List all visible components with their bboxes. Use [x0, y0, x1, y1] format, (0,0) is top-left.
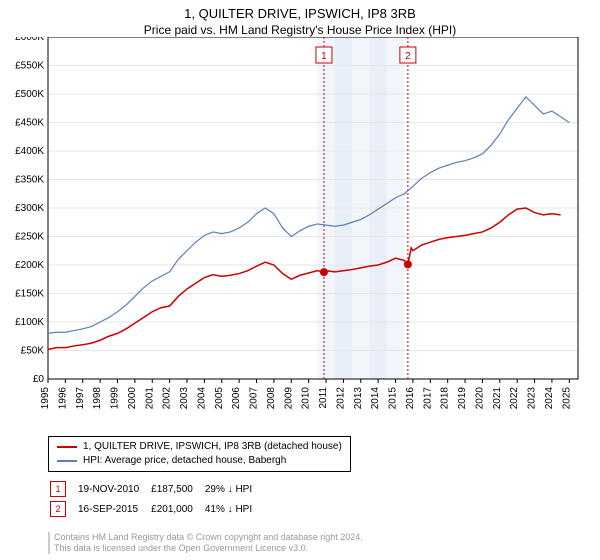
legend-label-1: 1, QUILTER DRIVE, IPSWICH, IP8 3RB (deta… — [83, 440, 342, 454]
table-row: 2 16-SEP-2015 £201,000 41% ↓ HPI — [50, 500, 262, 518]
chart-subtitle: Price paid vs. HM Land Registry's House … — [0, 23, 600, 37]
svg-text:2005: 2005 — [214, 387, 225, 410]
legend-item-price-paid: 1, QUILTER DRIVE, IPSWICH, IP8 3RB (deta… — [57, 440, 342, 454]
svg-text:1: 1 — [321, 51, 327, 62]
svg-text:1995: 1995 — [40, 387, 51, 410]
legend-swatch-1 — [57, 446, 77, 448]
svg-text:£350K: £350K — [15, 175, 44, 186]
chart-title: 1, QUILTER DRIVE, IPSWICH, IP8 3RB — [0, 0, 600, 21]
transaction-price-1: £187,500 — [151, 480, 203, 498]
svg-text:1998: 1998 — [92, 387, 103, 410]
transaction-date-1: 19-NOV-2010 — [78, 480, 149, 498]
svg-text:£0: £0 — [33, 374, 45, 385]
svg-text:2: 2 — [405, 51, 411, 62]
legend-item-hpi: HPI: Average price, detached house, Babe… — [57, 454, 342, 468]
transaction-diff-1: 29% ↓ HPI — [205, 480, 262, 498]
svg-text:£150K: £150K — [15, 289, 44, 300]
svg-text:£300K: £300K — [15, 203, 44, 214]
legend-swatch-2 — [57, 460, 77, 462]
table-row: 1 19-NOV-2010 £187,500 29% ↓ HPI — [50, 480, 262, 498]
svg-text:£600K: £600K — [15, 37, 44, 43]
transaction-price-2: £201,000 — [151, 500, 203, 518]
svg-text:£250K: £250K — [15, 232, 44, 243]
legend-label-2: HPI: Average price, detached house, Babe… — [83, 454, 286, 468]
svg-text:2004: 2004 — [196, 387, 207, 410]
svg-text:2022: 2022 — [509, 387, 520, 410]
svg-text:2008: 2008 — [266, 387, 277, 410]
svg-text:2019: 2019 — [457, 387, 468, 410]
svg-text:2020: 2020 — [474, 387, 485, 410]
svg-text:£500K: £500K — [15, 89, 44, 100]
svg-text:2002: 2002 — [162, 387, 173, 410]
footnote-line-1: Contains HM Land Registry data © Crown c… — [54, 532, 363, 543]
svg-text:2006: 2006 — [231, 387, 242, 410]
footnote: Contains HM Land Registry data © Crown c… — [48, 532, 363, 554]
svg-text:2025: 2025 — [561, 387, 572, 410]
svg-text:2018: 2018 — [440, 387, 451, 410]
transaction-marker-1: 1 — [50, 481, 66, 497]
svg-text:2012: 2012 — [335, 387, 346, 410]
svg-text:1999: 1999 — [110, 387, 121, 410]
legend: 1, QUILTER DRIVE, IPSWICH, IP8 3RB (deta… — [48, 436, 351, 472]
svg-text:2017: 2017 — [422, 387, 433, 410]
svg-text:2001: 2001 — [144, 387, 155, 410]
svg-text:2021: 2021 — [492, 387, 503, 410]
transaction-table: 1 19-NOV-2010 £187,500 29% ↓ HPI 2 16-SE… — [48, 478, 264, 520]
svg-text:£100K: £100K — [15, 317, 44, 328]
footnote-line-2: This data is licensed under the Open Gov… — [54, 543, 363, 554]
svg-text:2024: 2024 — [544, 387, 555, 410]
svg-text:2009: 2009 — [283, 387, 294, 410]
transaction-marker-2: 2 — [50, 501, 66, 517]
svg-text:£550K: £550K — [15, 61, 44, 72]
svg-text:2000: 2000 — [127, 387, 138, 410]
transaction-diff-2: 41% ↓ HPI — [205, 500, 262, 518]
chart-container: 1, QUILTER DRIVE, IPSWICH, IP8 3RB Price… — [0, 0, 600, 560]
line-chart: £0 £50K £100K £150K £200K £250K £300K £350K £400… — [0, 37, 600, 417]
svg-text:£450K: £450K — [15, 118, 44, 129]
svg-text:1997: 1997 — [75, 387, 86, 410]
svg-text:2023: 2023 — [527, 387, 538, 410]
svg-text:2016: 2016 — [405, 387, 416, 410]
transaction-date-2: 16-SEP-2015 — [78, 500, 149, 518]
svg-text:2003: 2003 — [179, 387, 190, 410]
svg-text:£200K: £200K — [15, 260, 44, 271]
svg-text:2011: 2011 — [318, 387, 329, 409]
svg-text:2010: 2010 — [301, 387, 312, 410]
svg-text:£400K: £400K — [15, 146, 44, 157]
svg-text:£50K: £50K — [21, 346, 45, 357]
svg-text:2015: 2015 — [388, 387, 399, 410]
svg-text:1996: 1996 — [57, 387, 68, 410]
svg-text:2014: 2014 — [370, 387, 381, 410]
svg-text:2007: 2007 — [249, 387, 260, 410]
svg-text:2013: 2013 — [353, 387, 364, 410]
